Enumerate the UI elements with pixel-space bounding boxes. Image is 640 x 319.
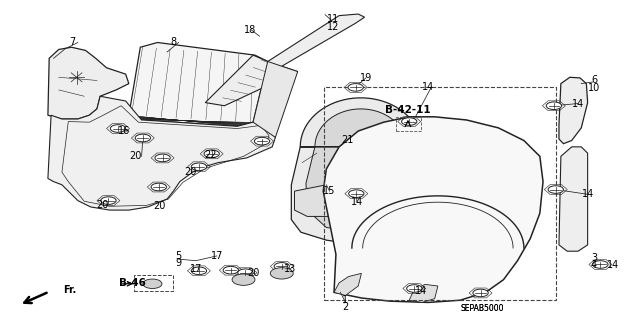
Circle shape	[232, 274, 255, 286]
Circle shape	[191, 267, 207, 275]
Text: 21: 21	[341, 135, 353, 145]
Bar	[134, 275, 173, 291]
Polygon shape	[334, 273, 362, 295]
Polygon shape	[291, 98, 421, 245]
Text: SEPAB5000: SEPAB5000	[461, 304, 504, 313]
Polygon shape	[253, 62, 298, 137]
Text: 18: 18	[244, 25, 256, 35]
Text: 14: 14	[572, 99, 584, 108]
Circle shape	[401, 118, 417, 125]
Text: 14: 14	[415, 286, 427, 296]
Text: 12: 12	[326, 22, 339, 32]
Text: 14: 14	[607, 260, 620, 270]
Circle shape	[100, 197, 116, 204]
Polygon shape	[48, 47, 129, 119]
Circle shape	[151, 183, 166, 191]
Text: 11: 11	[326, 14, 339, 24]
Circle shape	[473, 289, 488, 297]
Polygon shape	[205, 14, 365, 106]
Circle shape	[191, 163, 207, 171]
Text: 22: 22	[204, 150, 217, 160]
Polygon shape	[129, 42, 268, 126]
Circle shape	[110, 125, 125, 132]
Text: 9: 9	[175, 258, 182, 268]
Text: 20: 20	[247, 268, 259, 278]
Circle shape	[593, 261, 608, 268]
Text: Fr.: Fr.	[63, 285, 76, 295]
Polygon shape	[306, 109, 408, 232]
Circle shape	[135, 134, 150, 142]
Circle shape	[270, 268, 293, 279]
Circle shape	[155, 154, 170, 162]
Text: 14: 14	[422, 82, 434, 92]
Circle shape	[406, 285, 422, 292]
Text: 3: 3	[591, 253, 597, 263]
Text: 1: 1	[342, 295, 349, 305]
Text: 17: 17	[211, 251, 223, 261]
Text: B-46: B-46	[118, 278, 145, 288]
Text: 20: 20	[96, 200, 108, 210]
Text: 8: 8	[170, 38, 177, 48]
Circle shape	[254, 137, 269, 145]
Polygon shape	[48, 96, 275, 210]
Text: 4: 4	[591, 260, 597, 270]
Bar	[396, 117, 420, 131]
Text: 7: 7	[70, 38, 76, 48]
Text: 19: 19	[360, 73, 372, 83]
Polygon shape	[323, 117, 543, 302]
Text: 20: 20	[130, 151, 142, 161]
Circle shape	[204, 150, 220, 158]
Circle shape	[238, 269, 253, 277]
Circle shape	[349, 190, 364, 197]
Text: 20: 20	[184, 167, 197, 176]
Text: B-42-11: B-42-11	[385, 105, 431, 115]
Circle shape	[223, 266, 239, 274]
Text: 10: 10	[588, 83, 600, 93]
Text: 15: 15	[323, 186, 336, 196]
Text: 13: 13	[284, 263, 296, 274]
Text: 20: 20	[153, 201, 166, 211]
Text: 5: 5	[175, 251, 182, 261]
Circle shape	[143, 279, 162, 288]
Text: SEPAB5000: SEPAB5000	[461, 304, 504, 313]
Text: 14: 14	[351, 197, 363, 207]
Polygon shape	[559, 147, 588, 251]
Bar	[324, 87, 556, 300]
Text: 17: 17	[189, 263, 202, 274]
Text: 2: 2	[342, 302, 349, 313]
Polygon shape	[294, 185, 371, 216]
Circle shape	[548, 186, 563, 193]
Polygon shape	[559, 77, 588, 144]
Circle shape	[348, 84, 364, 91]
Polygon shape	[409, 285, 438, 302]
Text: 6: 6	[591, 76, 597, 85]
Circle shape	[546, 102, 561, 109]
Text: 14: 14	[582, 189, 594, 199]
Text: 16: 16	[118, 126, 131, 136]
Circle shape	[274, 263, 289, 270]
